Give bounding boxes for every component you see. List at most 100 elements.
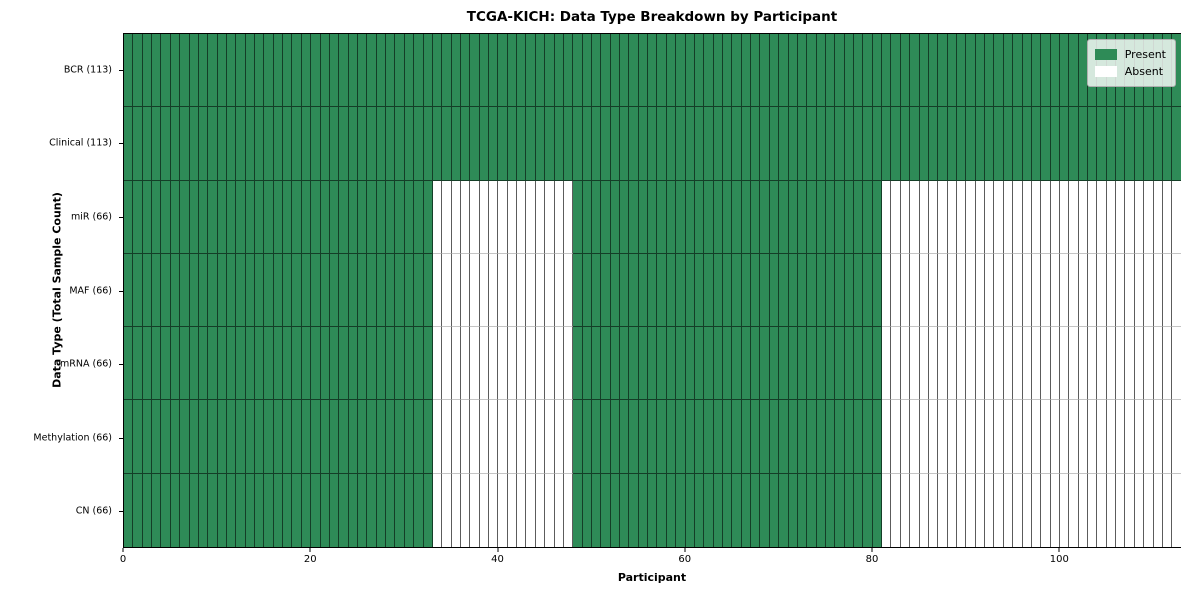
cell: [638, 107, 649, 181]
row-CN: [124, 473, 1181, 547]
cell: [423, 473, 433, 547]
cell: [1153, 327, 1163, 401]
cell: [554, 34, 564, 108]
cell: [891, 400, 901, 474]
cell: [1003, 34, 1014, 108]
cell: [788, 253, 798, 328]
cell: [629, 253, 639, 328]
cell: [573, 400, 583, 474]
cell: [685, 253, 695, 328]
xtick-mark: [309, 548, 311, 552]
cell: [1144, 253, 1154, 328]
cell: [966, 473, 976, 547]
cell: [329, 473, 340, 547]
cell: [451, 473, 461, 547]
cell: [994, 327, 1004, 401]
cell: [554, 400, 564, 474]
cell: [208, 400, 218, 474]
cell: [975, 107, 986, 181]
cell: [311, 327, 321, 401]
cell: [657, 107, 667, 181]
cell: [657, 327, 667, 401]
cell: [1059, 34, 1070, 108]
cell: [825, 473, 836, 547]
cell: [545, 180, 555, 254]
cell: [545, 327, 555, 401]
cell: [460, 107, 471, 181]
cell: [591, 327, 602, 401]
cell: [423, 34, 433, 108]
cell: [666, 400, 677, 474]
cell: [320, 253, 330, 328]
cell: [1134, 473, 1145, 547]
cell: [713, 473, 723, 547]
legend: Present Absent: [1086, 39, 1176, 87]
cell: [816, 107, 826, 181]
cell: [245, 473, 256, 547]
cell: [1116, 400, 1126, 474]
cell: [395, 107, 405, 181]
ytick-mark: [119, 216, 123, 218]
cell: [535, 253, 546, 328]
cell: [938, 107, 948, 181]
cell: [432, 180, 443, 254]
cell: [161, 327, 171, 401]
cell: [825, 180, 836, 254]
cell: [1050, 473, 1060, 547]
cell: [882, 107, 892, 181]
cell: [919, 327, 929, 401]
cell: [797, 107, 808, 181]
cell: [142, 327, 153, 401]
cell: [386, 107, 396, 181]
cell: [713, 34, 723, 108]
cell: [507, 34, 518, 108]
cell: [797, 473, 808, 547]
cell: [825, 107, 836, 181]
cell: [489, 34, 499, 108]
cell: [1003, 107, 1014, 181]
cell: [601, 473, 611, 547]
cell: [994, 400, 1004, 474]
cell: [938, 473, 948, 547]
cell: [1059, 180, 1070, 254]
cell: [648, 180, 658, 254]
cell: [142, 180, 153, 254]
cell: [236, 327, 246, 401]
cell: [928, 253, 939, 328]
row-MAF: [124, 253, 1181, 328]
cell: [1106, 327, 1117, 401]
cell: [591, 107, 602, 181]
cell: [844, 253, 855, 328]
cell: [217, 473, 227, 547]
cell: [582, 473, 592, 547]
cell: [386, 400, 396, 474]
cell: [732, 253, 742, 328]
cell: [1144, 473, 1154, 547]
cell: [395, 253, 405, 328]
cell: [751, 327, 761, 401]
cell: [648, 107, 658, 181]
cell: [152, 253, 162, 328]
cell: [854, 473, 864, 547]
cell: [704, 107, 714, 181]
cell: [956, 253, 967, 328]
present-swatch-icon: [1094, 49, 1117, 60]
cell: [404, 253, 415, 328]
cell: [601, 180, 611, 254]
cell: [376, 400, 387, 474]
cell: [610, 180, 621, 254]
cell: [994, 34, 1004, 108]
cell: [1153, 473, 1163, 547]
cell: [1116, 107, 1126, 181]
cell: [863, 34, 873, 108]
cell: [741, 253, 752, 328]
cell: [442, 400, 452, 474]
cell: [245, 327, 256, 401]
cell: [975, 253, 986, 328]
cell: [1097, 400, 1107, 474]
cell: [142, 473, 153, 547]
cell: [816, 473, 826, 547]
cell: [255, 327, 265, 401]
cell: [301, 34, 312, 108]
cell: [470, 107, 480, 181]
